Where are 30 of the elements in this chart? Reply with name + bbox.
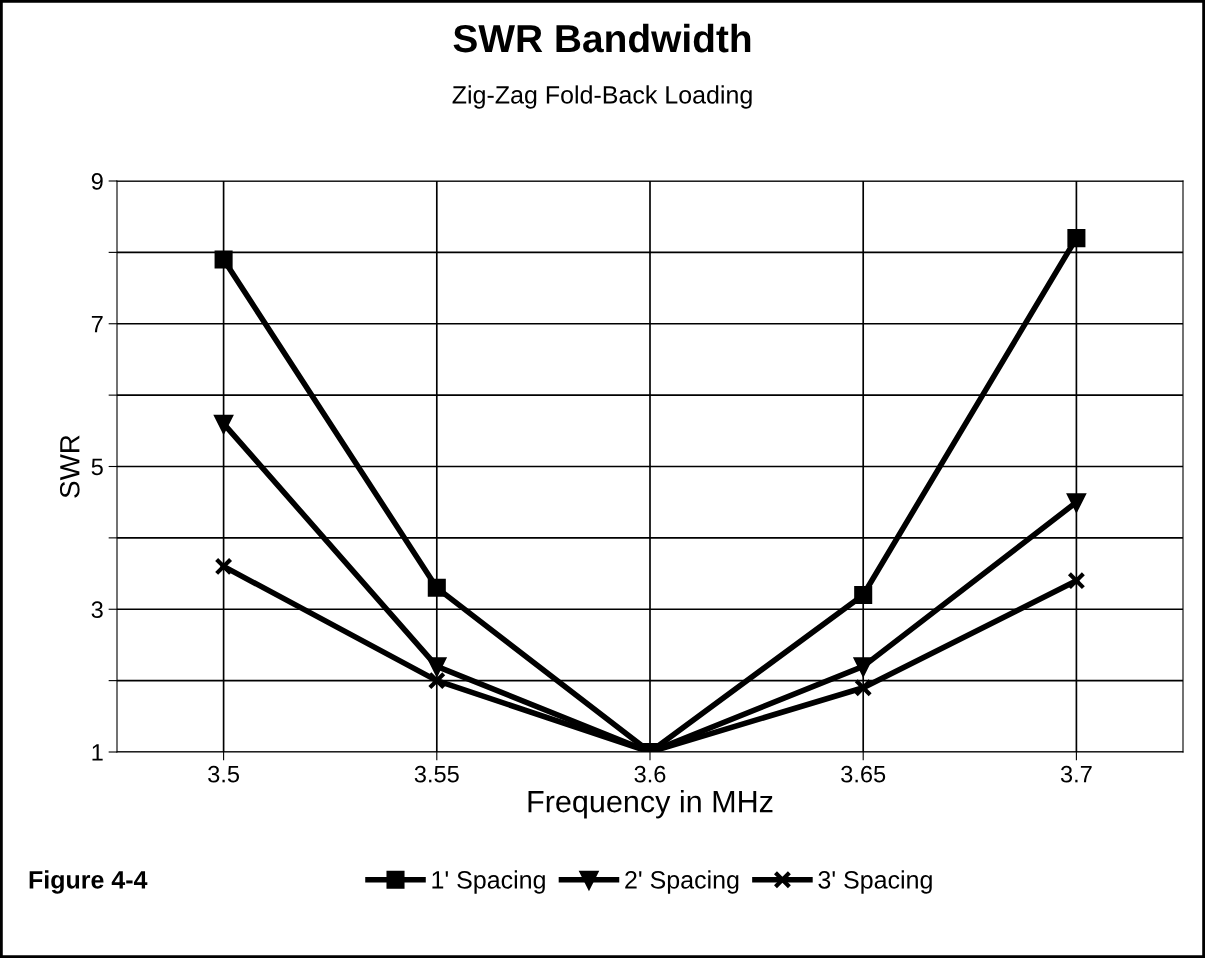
point: [854, 678, 873, 697]
point: [427, 657, 446, 676]
y-axis-title: SWR: [59, 435, 80, 498]
point: [1067, 571, 1086, 590]
x-tick-label: 3.6: [634, 765, 666, 783]
point: [427, 578, 446, 597]
x-tick-label: 3.5: [208, 765, 240, 783]
point: [1067, 229, 1086, 248]
chart-subtitle: Zig-Zag Fold-Back Loading: [452, 85, 752, 109]
y-tick-label: 5: [91, 458, 103, 476]
y-tick-label: 7: [91, 316, 103, 333]
legend-label: 2' Spacing: [625, 870, 739, 894]
x-axis-title: Frequency in MHz: [528, 789, 773, 819]
legend-label: 3' Spacing: [818, 870, 932, 894]
point: [214, 414, 233, 433]
point: [853, 657, 873, 678]
point: [1067, 493, 1086, 512]
x-tick-label: 3.65: [841, 765, 886, 783]
chart-title: SWR Bandwidth: [453, 23, 751, 53]
x-tick-label: 3.55: [414, 765, 459, 783]
point: [214, 557, 233, 576]
y-tick-label: 9: [91, 173, 103, 190]
x-tick-label: 3.7: [1060, 765, 1092, 783]
y-tick-label: 3: [91, 601, 103, 619]
y-tick-label: 1: [92, 744, 103, 761]
legend-label: 1' Spacing: [432, 870, 545, 894]
point: [214, 250, 233, 269]
point: [427, 671, 446, 690]
caption: Figure 4-4: [29, 870, 148, 894]
point: [854, 585, 873, 605]
